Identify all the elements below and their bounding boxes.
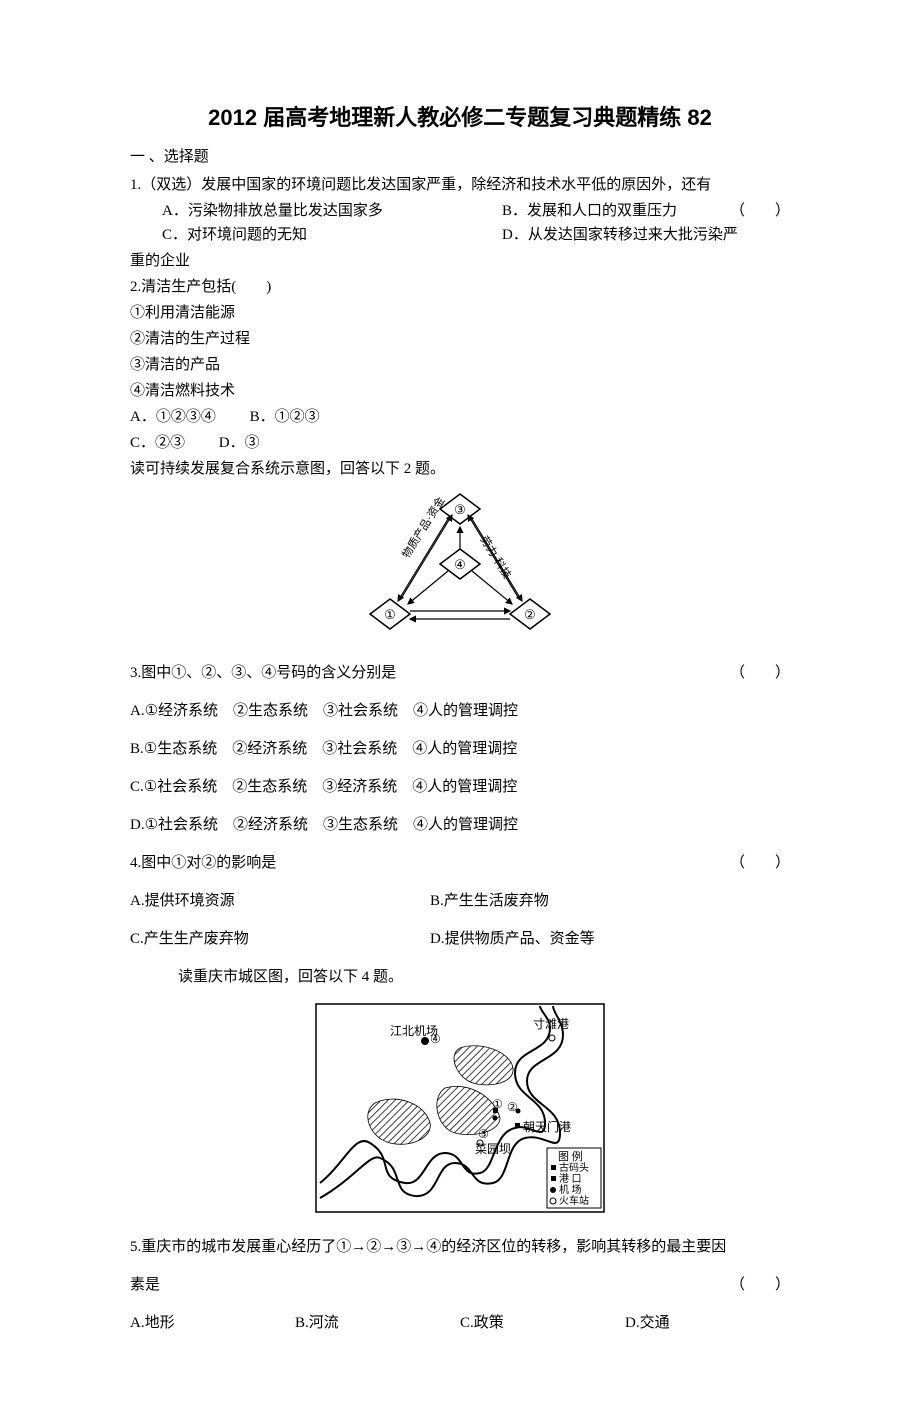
- section-heading: 一 、选择题: [130, 145, 790, 169]
- q1-stem: 1.（双选）发展中国家的环境问题比发达国家严重，除经济和技术水平低的原因外，还有: [130, 173, 790, 197]
- q4-stem: 4.图中①对②的影响是 （ ）: [130, 851, 790, 875]
- q2-opt-b: B．①②③: [250, 405, 320, 429]
- q2-stem: 2.清洁生产包括( ): [130, 275, 790, 299]
- q4-opt-d: D.提供物质产品、资金等: [430, 927, 790, 951]
- diagram-sustainable-system: ③ ④ ① ② 物质产品·资金 劳力·科技: [130, 489, 790, 647]
- q3-stem: 3.图中①、②、③、④号码的含义分别是 （ ）: [130, 661, 790, 685]
- q1-opt-a: A．污染物排放总量比发达国家多: [130, 199, 502, 223]
- q1-opt-d: D．从发达国家转移过来大批污染严: [502, 223, 790, 247]
- svg-text:②: ②: [507, 1100, 518, 1114]
- q4-opt-c: C.产生生产废弃物: [130, 927, 430, 951]
- svg-text:①: ①: [492, 1097, 503, 1111]
- svg-text:①: ①: [384, 607, 396, 622]
- q5-stem2-text: 素是: [130, 1277, 160, 1293]
- q2-item2: ②清洁的生产过程: [130, 327, 790, 351]
- svg-text:火车站: 火车站: [559, 1194, 589, 1207]
- q5-opt-a: A.地形: [130, 1311, 295, 1335]
- q1-opt-b-text: B．发展和人口的双重压力: [502, 203, 677, 219]
- q3-opt-c: C.①社会系统 ②生态系统 ③经济系统 ④人的管理调控: [130, 775, 790, 799]
- lead2: 读重庆市城区图，回答以下 4 题。: [130, 965, 790, 989]
- svg-text:劳力·科技: 劳力·科技: [477, 533, 514, 581]
- svg-text:③: ③: [454, 502, 466, 517]
- q5-opts: A.地形 B.河流 C.政策 D.交通: [130, 1311, 790, 1335]
- lead1: 读可持续发展复合系统示意图，回答以下 2 题。: [130, 457, 790, 481]
- q5-stem: 5.重庆市的城市发展重心经历了①→②→③→④的经济区位的转移，影响其转移的最主要…: [130, 1235, 790, 1259]
- diagram-chongqing-map: 江北机场 ④ 寸滩港 ① ② 朝天门港 ③ 菜园坝 图 例 古码头 港 口 机 …: [130, 1003, 790, 1221]
- svg-text:④: ④: [430, 1032, 441, 1046]
- svg-text:朝天门港: 朝天门港: [523, 1119, 571, 1134]
- q5-paren: （ ）: [730, 1273, 790, 1297]
- q5-opt-b: B.河流: [295, 1311, 460, 1335]
- svg-text:②: ②: [524, 607, 536, 622]
- q2-opts-row1: A．①②③④ B．①②③: [130, 405, 790, 429]
- q3-stem-text: 3.图中①、②、③、④号码的含义分别是: [130, 665, 396, 681]
- q4-stem-text: 4.图中①对②的影响是: [130, 855, 276, 871]
- svg-text:③: ③: [478, 1127, 489, 1141]
- svg-text:寸滩港: 寸滩港: [533, 1017, 569, 1031]
- q1-opt-d-cont: 重的企业: [130, 249, 790, 273]
- q5-stem2: 素是 （ ）: [130, 1273, 790, 1297]
- q4-opt-b: B.产生生活废弃物: [430, 889, 790, 913]
- svg-text:港 口: 港 口: [559, 1173, 582, 1185]
- q3-opt-b: B.①生态系统 ②经济系统 ③社会系统 ④人的管理调控: [130, 737, 790, 761]
- q2-opt-d: D．③: [219, 431, 260, 455]
- svg-text:古码头: 古码头: [559, 1161, 589, 1174]
- q4-opts-row1: A.提供环境资源 B.产生生活废弃物: [130, 889, 790, 913]
- q2-item3: ③清洁的产品: [130, 353, 790, 377]
- svg-text:物质产品·资金: 物质产品·资金: [399, 494, 448, 561]
- q1-opt-c: C．对环境问题的无知: [130, 223, 502, 247]
- q5-opt-c: C.政策: [460, 1311, 625, 1335]
- q2-item1: ①利用清洁能源: [130, 301, 790, 325]
- q3-paren: （ ）: [730, 661, 790, 685]
- svg-text:图 例: 图 例: [558, 1149, 583, 1163]
- svg-text:菜园坝: 菜园坝: [475, 1142, 511, 1156]
- q2-item4: ④清洁燃料技术: [130, 379, 790, 403]
- q1-opt-b: B．发展和人口的双重压力 （ ）: [502, 199, 790, 223]
- q1-paren: （ ）: [730, 199, 790, 223]
- q2-opt-c: C．②③: [130, 431, 185, 455]
- svg-text:④: ④: [454, 557, 466, 572]
- q2-opt-a: A．①②③④: [130, 405, 216, 429]
- q5-opt-d: D.交通: [625, 1311, 790, 1335]
- q3-opt-d: D.①社会系统 ②经济系统 ③生态系统 ④人的管理调控: [130, 813, 790, 837]
- q3-opt-a: A.①经济系统 ②生态系统 ③社会系统 ④人的管理调控: [130, 699, 790, 723]
- q2-opts-row2: C．②③ D．③: [130, 431, 790, 455]
- page-title: 2012 届高考地理新人教必修二专题复习典题精练 82: [130, 100, 790, 135]
- q4-opts-row2: C.产生生产废弃物 D.提供物质产品、资金等: [130, 927, 790, 951]
- q4-paren: （ ）: [730, 851, 790, 875]
- svg-text:机 场: 机 场: [559, 1183, 582, 1196]
- q4-opt-a: A.提供环境资源: [130, 889, 430, 913]
